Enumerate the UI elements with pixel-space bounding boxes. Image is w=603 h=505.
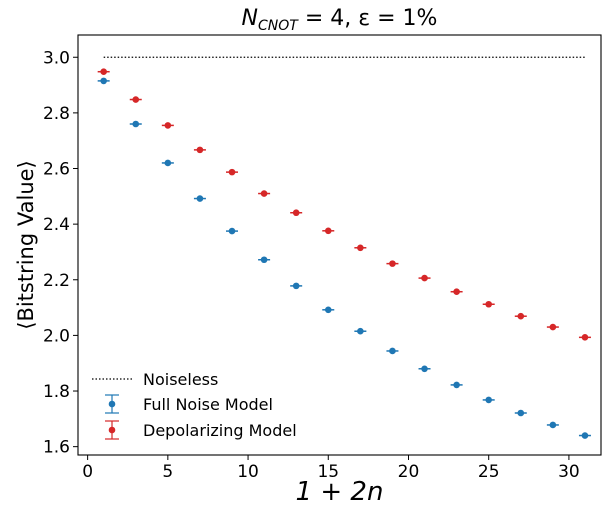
series-full-noise-model-point xyxy=(453,381,460,389)
y-tick-label: 1.6 xyxy=(43,438,70,458)
axes: 0 5 10 15 20 25 30 1.6 1.8 2.0 2.2 2.4 2.6 2.8 3.0 xyxy=(43,48,580,482)
series-depolarizing-model-point xyxy=(100,68,107,76)
series-full-noise-model-point xyxy=(549,421,557,429)
x-tick-label: 10 xyxy=(237,462,259,482)
series-depolarizing-model-point xyxy=(485,300,492,308)
legend-noiseless-label: Noiseless xyxy=(143,370,218,389)
y-tick-label: 2.0 xyxy=(43,326,70,346)
series-depolarizing-model-point xyxy=(453,288,460,296)
x-axis-title: 1 + 2n xyxy=(296,477,384,505)
series-full-noise-model-point xyxy=(228,227,236,235)
series-full-noise-model-point xyxy=(324,306,332,314)
series-depolarizing-model-point xyxy=(292,209,300,217)
title-symbol: N xyxy=(242,6,258,31)
series-full-noise-model-point xyxy=(260,256,268,264)
y-tick-label: 1.8 xyxy=(43,382,70,402)
series-full-noise-model-point xyxy=(164,159,172,167)
legend-depolarizing-model-label: Depolarizing Model xyxy=(143,421,297,440)
y-tick-label: 2.8 xyxy=(43,104,70,124)
series-depolarizing-model-point xyxy=(357,244,364,252)
series-depolarizing-model-point xyxy=(164,122,172,129)
x-tick-label: 20 xyxy=(398,462,420,482)
y-tick-label: 2.4 xyxy=(43,215,70,235)
legend-full-noise-model-label: Full Noise Model xyxy=(143,395,273,414)
series-full-noise-model-point xyxy=(485,396,492,404)
legend: Noiseless Full Noise Model Depolarizing Mo… xyxy=(92,370,297,440)
series-depolarizing-model-point xyxy=(517,312,525,320)
legend-depolarizing-model-marker xyxy=(108,426,116,434)
y-tick-label: 3.0 xyxy=(43,48,70,68)
series-full-noise-model-point xyxy=(196,195,204,202)
series-depolarizing-model-point xyxy=(196,146,204,154)
x-tick-label: 15 xyxy=(317,462,339,482)
series-depolarizing-model-point xyxy=(581,334,589,341)
series-depolarizing-model-point xyxy=(549,323,557,331)
series-full-noise-model-point xyxy=(292,282,300,290)
series-full-noise-model-point xyxy=(421,365,428,373)
series-depolarizing-model-point xyxy=(228,168,236,176)
series-full-noise-model-point xyxy=(517,409,525,417)
series-depolarizing-model-point xyxy=(260,190,268,197)
x-tick-label: 25 xyxy=(478,462,500,482)
x-tick-label: 30 xyxy=(558,462,580,482)
series-full-noise-model-point xyxy=(357,327,364,335)
series-full-noise-model-point xyxy=(581,432,589,439)
title-subscript: CNOT xyxy=(258,18,299,34)
series-full-noise-model-point xyxy=(132,120,140,128)
y-tick-label: 2.2 xyxy=(43,271,70,291)
title-rest: = 4, ε = 1% xyxy=(298,6,438,31)
series-full-noise-model-point xyxy=(100,77,107,85)
legend-full-noise-model-marker xyxy=(108,400,116,408)
series-full-noise-model-point xyxy=(389,347,396,355)
y-axis-title-group: ⟨Bitstring Value⟩ xyxy=(14,160,38,330)
plot-frame xyxy=(77,34,602,456)
x-tick-label: 5 xyxy=(162,462,173,482)
series-depolarizing-model-point xyxy=(389,260,396,267)
chart-title: NCNOT = 4, ε = 1% xyxy=(242,6,438,34)
series-depolarizing-model-point xyxy=(324,227,332,235)
series-depolarizing-model-point xyxy=(132,96,140,103)
plot-area xyxy=(97,56,591,439)
series-depolarizing-model-point xyxy=(421,274,428,282)
y-tick-label: 2.6 xyxy=(43,160,70,180)
x-tick-label: 0 xyxy=(82,462,93,482)
y-axis-title: ⟨Bitstring Value⟩ xyxy=(14,160,38,330)
